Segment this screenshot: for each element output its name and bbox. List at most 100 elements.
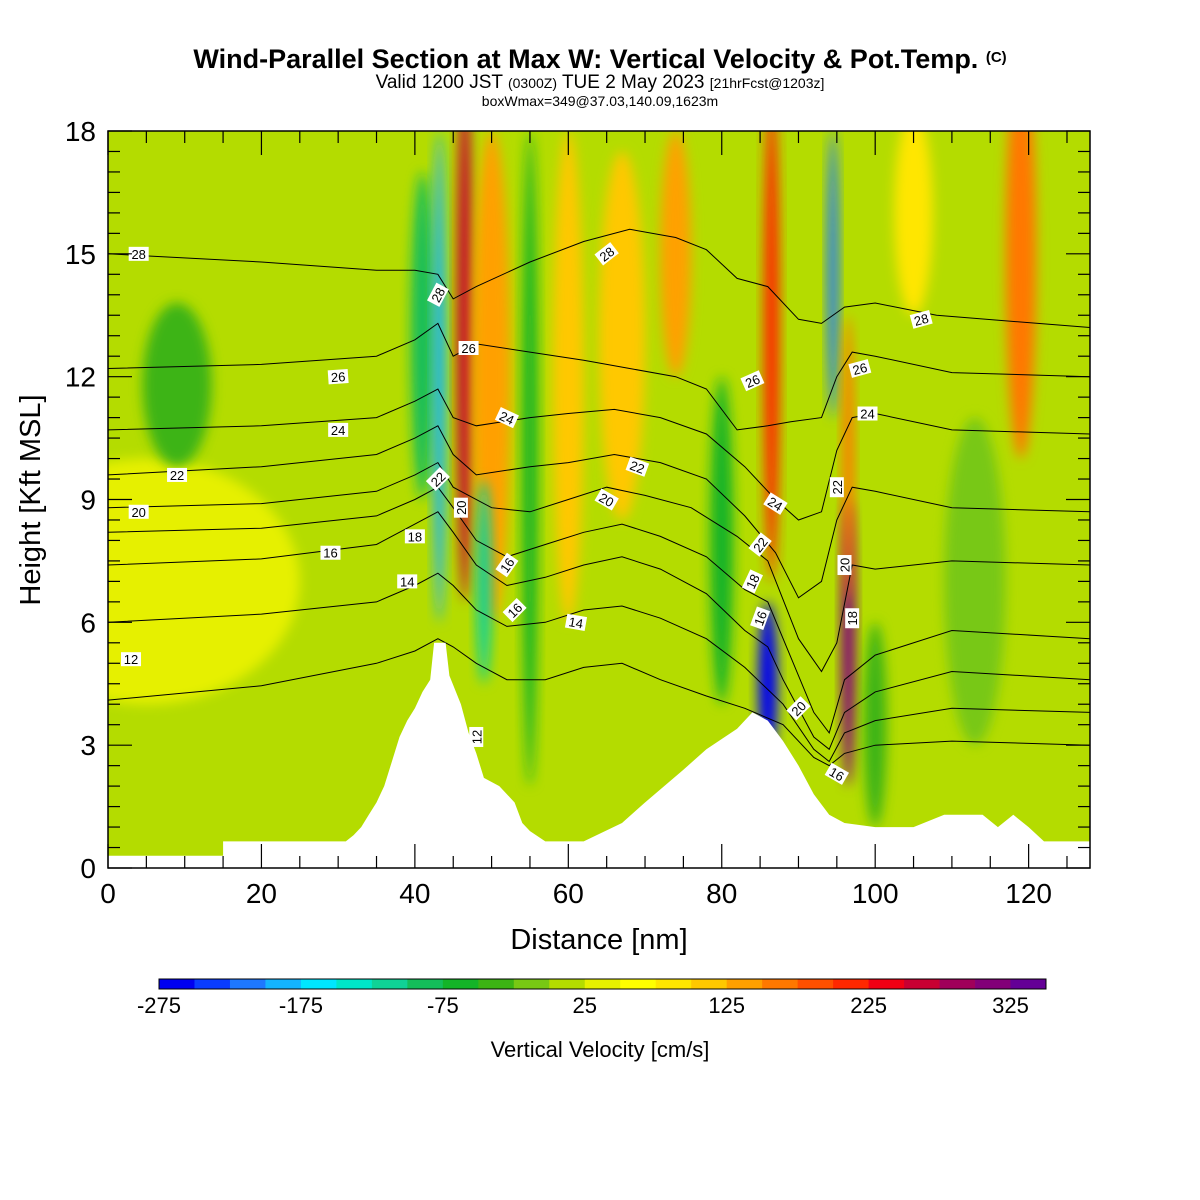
colorbar-swatch	[1010, 979, 1047, 989]
theta-contour-28	[108, 228, 1090, 328]
theta-contours	[108, 228, 1090, 767]
terrain	[108, 642, 1090, 868]
contour-label-bg	[128, 246, 149, 261]
colorbar-swatch	[797, 979, 834, 989]
contour-label-bg	[909, 309, 933, 329]
x-tick-label: 20	[246, 878, 277, 909]
colorbar-tick-label: 25	[573, 993, 597, 1018]
contour-label-bg	[748, 532, 772, 557]
velocity-cell	[894, 131, 933, 316]
contour-label: 22	[625, 456, 650, 477]
contour-label-bg	[425, 467, 450, 492]
x-tick-label: 80	[706, 878, 737, 909]
colorbar-swatch	[939, 979, 976, 989]
velocity-cell	[142, 302, 212, 467]
theta-contour-12	[108, 638, 1090, 767]
colorbar-swatch	[655, 979, 692, 989]
contour-label-bg	[625, 456, 650, 477]
contour-label-bg	[121, 652, 142, 667]
x-tick-label: 120	[1005, 878, 1052, 909]
contour-label-text: 18	[743, 572, 763, 591]
y-axis-label: Height [Kft MSL]	[15, 394, 47, 605]
contour-label: 28	[427, 282, 449, 307]
y-tick-label: 6	[80, 607, 96, 638]
contour-label-text: 20	[454, 500, 469, 514]
valid-time: Valid 1200 JST	[375, 72, 503, 93]
contour-label-bg	[328, 422, 349, 437]
y-tick-label: 3	[80, 730, 96, 761]
velocity-cell	[411, 171, 435, 500]
contour-label-bg	[763, 492, 788, 515]
colorbar-swatch	[159, 979, 195, 989]
colorbar-swatch	[371, 979, 408, 989]
contour-label-bg	[397, 574, 418, 589]
contour-label-bg	[458, 341, 479, 356]
contour-label-bg	[786, 696, 811, 721]
contour-label: 20	[128, 504, 149, 520]
colorbar-tick-label: -75	[427, 993, 459, 1018]
contour-label-text: 20	[596, 490, 616, 510]
contour-label: 18	[404, 529, 425, 544]
contour-label-text: 28	[428, 285, 448, 305]
colorbar-swatch	[407, 979, 444, 989]
colorbar-swatch	[478, 979, 515, 989]
colorbar-tick-label: -175	[279, 993, 323, 1018]
contour-label-bg	[494, 407, 519, 429]
contour-label: 24	[328, 422, 349, 438]
theta-contour-22	[108, 425, 1090, 599]
contour-label-text: 22	[830, 480, 845, 494]
contour-label: 24	[857, 406, 878, 422]
contour-label-bg	[427, 282, 449, 307]
contour-label-bg	[320, 545, 341, 560]
contour-label: 16	[750, 606, 771, 631]
contour-label-text: 16	[827, 764, 847, 784]
colorbar-swatch	[762, 979, 799, 989]
contour-label: 12	[121, 652, 142, 667]
contour-label-text: 26	[851, 360, 869, 378]
contour-label-bg	[740, 370, 765, 392]
contour-label-text: 22	[628, 458, 647, 477]
theta-contour-16	[108, 511, 1090, 751]
chart-subtitle: Valid 1200 JST (0300Z) TUE 2 May 2023 [2…	[0, 72, 1200, 94]
chart-title: Wind-Parallel Section at Max W: Vertical…	[0, 44, 1200, 75]
velocity-cell	[552, 131, 584, 623]
y-tick-label: 9	[80, 485, 96, 516]
contour-label-text: 18	[845, 611, 860, 625]
contour-label-text: 28	[912, 311, 930, 329]
contour-label: 22	[829, 477, 845, 498]
contour-label-bg	[848, 359, 872, 378]
x-tick-label: 0	[100, 878, 116, 909]
colorbar-swatch	[513, 979, 550, 989]
contour-label: 28	[594, 242, 619, 266]
colorbar-swatch	[868, 979, 905, 989]
colorbar-label: Vertical Velocity [cm/s]	[491, 1037, 710, 1062]
contour-label: 20	[453, 497, 469, 518]
contour-label-text: 28	[131, 247, 145, 262]
contour-label-text: 26	[330, 369, 345, 385]
contour-label-bg	[327, 368, 349, 385]
y-tick-label: 15	[65, 239, 96, 270]
copyright-mark: (C)	[985, 49, 1007, 66]
contour-label: 12	[469, 726, 484, 747]
contour-label: 16	[495, 552, 519, 578]
forecast-info: [21hrFcst@1203z]	[709, 75, 825, 91]
velocity-cell	[457, 131, 473, 602]
colorbar-swatch	[691, 979, 728, 989]
contour-label: 26	[458, 341, 479, 356]
contour-label-text: 26	[461, 341, 475, 356]
contour-label-bg	[495, 552, 519, 578]
colorbar-swatch	[584, 979, 621, 989]
x-tick-label: 100	[852, 878, 899, 909]
velocity-cell	[108, 458, 300, 705]
colorbar-swatch	[300, 979, 337, 989]
x-tick-label: 60	[553, 878, 584, 909]
contour-label-text: 12	[124, 652, 138, 667]
theta-contour-14	[108, 572, 1090, 763]
contour-label-bg	[837, 555, 852, 576]
contour-label-text: 16	[323, 546, 337, 561]
contour-label-text: 18	[408, 529, 422, 544]
colorbar-border	[158, 978, 1047, 990]
colorbar-swatch	[904, 979, 940, 989]
contour-label-bg	[594, 488, 619, 511]
colorbar-swatch	[265, 979, 302, 989]
